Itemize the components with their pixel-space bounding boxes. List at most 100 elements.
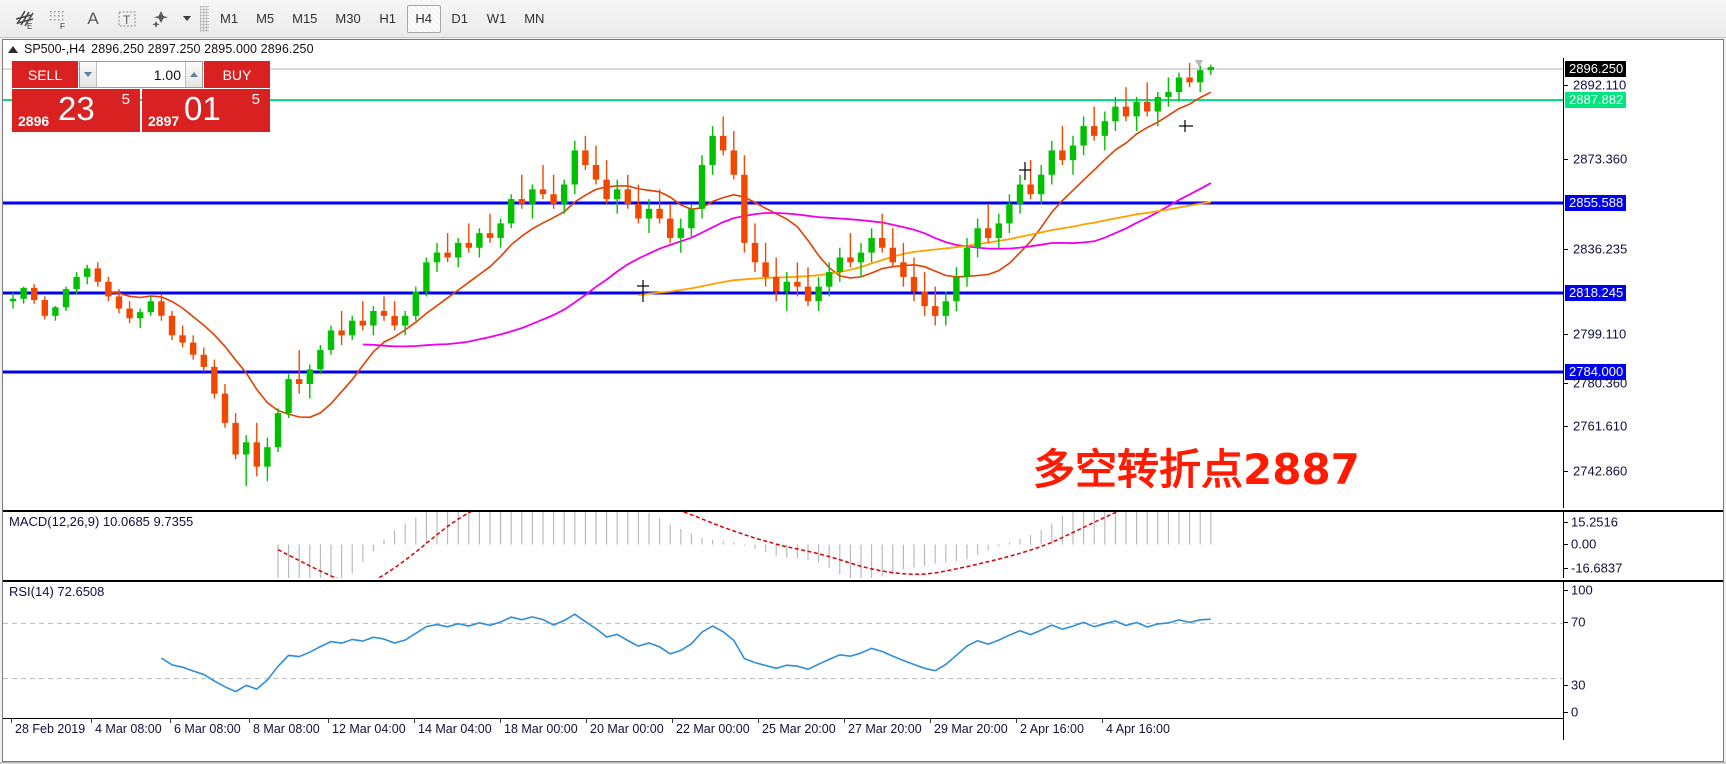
macd-scale: 15.2516 0.00 -16.6837: [1563, 512, 1723, 578]
timeframe-h1-button[interactable]: H1: [379, 11, 397, 26]
rsi-svg: [3, 613, 1563, 693]
time-axis[interactable]: 28 Feb 2019 4 Mar 08:00 6 Mar 08:00 8 Mar 0…: [3, 718, 1563, 740]
rsi-scale-tick: [1564, 712, 1568, 713]
timeframe-m15-button[interactable]: M15: [292, 11, 318, 26]
candlestick-svg: [3, 60, 1563, 487]
time-axis-label: 14 Mar 04:00: [418, 722, 492, 736]
macd-plot-area[interactable]: [3, 512, 1563, 578]
time-axis-label: 12 Mar 04:00: [332, 722, 406, 736]
time-axis-tick: [414, 719, 415, 723]
time-axis-label: 22 Mar 00:00: [676, 722, 750, 736]
svg-text:T: T: [123, 13, 131, 27]
price-scale-label: 2761.610: [1573, 418, 1628, 434]
timeframe-d1-button[interactable]: D1: [451, 11, 469, 26]
time-axis-tick: [586, 719, 587, 723]
price-scale-tick: [1564, 334, 1568, 335]
rsi-scale-tick: [1564, 685, 1568, 686]
price-scale-tick: [1564, 426, 1568, 427]
window-bottom-edge: [0, 762, 1726, 764]
volume-increment-button[interactable]: [185, 62, 202, 87]
time-axis-label: 28 Feb 2019: [15, 722, 86, 736]
sell-price-sup: 5: [121, 91, 130, 108]
toolbar-drag-handle[interactable]: [200, 5, 209, 32]
price-scale-tick: [1564, 249, 1568, 250]
text-box-icon[interactable]: T: [111, 4, 143, 34]
crosshair-f-icon[interactable]: E: [9, 4, 41, 34]
sell-price-button[interactable]: 2896 23 5: [12, 89, 140, 132]
price-scale-label: 2873.360: [1573, 151, 1628, 167]
time-axis-label: 25 Mar 20:00: [762, 722, 836, 736]
price-scale-label: 2799.110: [1573, 326, 1627, 342]
macd-svg: [277, 512, 1212, 578]
volume-value[interactable]: 1.00: [97, 62, 185, 87]
timeframe-m30-button[interactable]: M30: [335, 11, 361, 26]
sell-button[interactable]: SELL: [12, 61, 78, 88]
price-scale-marker: 2887.882: [1565, 92, 1627, 108]
sell-price-prefix: 2896: [18, 113, 50, 129]
macd-label: MACD(12,26,9) 10.0685 9.7355: [9, 514, 194, 529]
macd-scale-label: 0.00: [1571, 536, 1597, 552]
buy-price-prefix: 2897: [148, 113, 180, 129]
time-axis-tick: [672, 719, 673, 723]
macd-pane[interactable]: MACD(12,26,9) 10.0685 9.7355 15.2516 0.00…: [3, 510, 1723, 578]
price-scale-tick: [1564, 383, 1568, 384]
timeframe-m1-button[interactable]: M1: [220, 11, 239, 26]
rsi-plot-area[interactable]: [3, 582, 1563, 718]
rsi-pane[interactable]: RSI(14) 72.6508 100 70 30 0 28 Feb 2019 4 Ma…: [3, 580, 1723, 740]
timeframe-mn-button[interactable]: MN: [524, 11, 545, 26]
timeframe-m5-button[interactable]: M5: [256, 11, 275, 26]
timeframe-h4-button[interactable]: H4: [406, 4, 441, 33]
time-axis-tick: [249, 719, 250, 723]
rsi-scale-tick: [1564, 622, 1568, 623]
chart-quote-line: SP500-,H4 2896.250 2897.250 2895.000 289…: [3, 40, 314, 58]
time-axis-tick: [844, 719, 845, 723]
time-axis-tick: [170, 719, 171, 723]
time-axis-label: 4 Apr 16:00: [1106, 722, 1170, 736]
time-axis-label: 20 Mar 00:00: [590, 722, 664, 736]
price-scale-tick: [1564, 85, 1568, 86]
objects-dropdown-icon[interactable]: [179, 4, 195, 34]
svg-text:F: F: [60, 22, 65, 30]
collapse-triangle-icon[interactable]: [8, 45, 18, 53]
chart-panes: 多空转折点2887 2896.250 2892.110 2887.882 2873.3…: [3, 58, 1723, 761]
price-scale-marker: 2896.250: [1565, 61, 1627, 77]
price-scale[interactable]: 2896.250 2892.110 2887.882 2873.360 2855.588…: [1563, 58, 1723, 508]
chart-annotation-text: 多空转折点2887: [1033, 445, 1360, 494]
rsi-scale-tick: [1564, 590, 1568, 591]
time-axis-tick: [930, 719, 931, 723]
one-click-trading-panel: SELL 1.00 BUY 2896 23 5 2897 01 5: [12, 61, 270, 132]
rsi-scale-label: 0: [1571, 704, 1579, 720]
price-scale-marker: 2855.588: [1565, 195, 1627, 211]
price-pane[interactable]: 多空转折点2887 2896.250 2892.110 2887.882 2873.3…: [3, 58, 1723, 508]
macd-scale-tick: [1564, 568, 1568, 569]
text-label-icon[interactable]: A: [87, 9, 99, 28]
buy-price-button[interactable]: 2897 01 5: [142, 89, 270, 132]
volume-decrement-button[interactable]: [80, 62, 97, 87]
rsi-scale-label: 30: [1571, 677, 1586, 693]
buy-price-sup: 5: [251, 91, 260, 108]
chart-symbol-label: SP500-,H4: [24, 42, 86, 56]
time-axis-tick: [1102, 719, 1103, 723]
buy-button[interactable]: BUY: [204, 61, 270, 88]
time-axis-label: 6 Mar 08:00: [174, 722, 241, 736]
chart-ohlc-values: 2896.250 2897.250 2895.000 2896.250: [91, 42, 314, 56]
price-scale-label: 2724.485: [1573, 507, 1627, 509]
volume-field[interactable]: 1.00: [79, 61, 203, 88]
price-scale-marker: 2784.000: [1565, 364, 1627, 380]
rsi-label: RSI(14) 72.6508: [9, 584, 105, 599]
buy-price-big: 01: [184, 90, 221, 127]
time-axis-tick: [500, 719, 501, 723]
price-scale-label: 2836.235: [1573, 241, 1628, 257]
macd-scale-tick: [1564, 522, 1568, 523]
grid-toggle-icon[interactable]: F: [43, 4, 75, 34]
rsi-scale: 100 70 30 0: [1563, 582, 1723, 740]
time-axis-tick: [91, 719, 92, 723]
time-axis-label: 2 Apr 16:00: [1020, 722, 1084, 736]
time-axis-label: 4 Mar 08:00: [95, 722, 162, 736]
svg-text:E: E: [27, 22, 32, 30]
timeframe-w1-button[interactable]: W1: [486, 11, 507, 26]
time-axis-tick: [11, 719, 12, 723]
price-plot-area[interactable]: 多空转折点2887: [3, 58, 1563, 508]
objects-icon[interactable]: [145, 4, 177, 34]
